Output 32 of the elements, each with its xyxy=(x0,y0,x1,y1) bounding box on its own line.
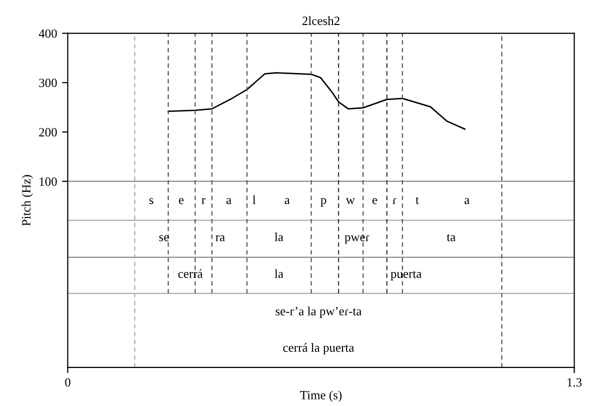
annotation: t xyxy=(416,197,419,204)
annotation: ra xyxy=(216,235,225,242)
chart-title: 2lcesh2 xyxy=(302,16,340,26)
annotation: se-r’a la pw’eɾ-ta xyxy=(276,306,362,318)
annotation: pweɾ xyxy=(344,235,370,244)
annotation: ta xyxy=(446,234,456,242)
annotation: w xyxy=(346,198,355,204)
annotation: a xyxy=(464,198,470,204)
annotation: la xyxy=(274,232,284,242)
annotation: puerta xyxy=(390,270,422,281)
annotation: cerrá la puerta xyxy=(283,343,354,354)
annotation: e xyxy=(372,198,378,204)
annotation: l xyxy=(252,195,256,204)
annotation: ɾ xyxy=(392,198,396,204)
annotation: se xyxy=(159,235,169,242)
annotation: la xyxy=(274,269,284,278)
y-axis-title: Pitch (Hz) xyxy=(22,175,34,226)
y-tick-label: 300 xyxy=(39,78,57,88)
y-tick-label: 200 xyxy=(39,128,57,136)
line-series xyxy=(168,72,466,130)
annotation: a xyxy=(284,198,290,204)
annotation: s xyxy=(149,198,154,204)
y-tick-label: 400 xyxy=(38,29,57,38)
annotation: e xyxy=(178,198,184,204)
annotation: cerrá xyxy=(178,269,203,278)
x-tick-label: 0 xyxy=(65,378,70,387)
annotation: a xyxy=(226,198,232,204)
annotation: p xyxy=(320,198,326,207)
annotation: r xyxy=(202,198,206,204)
y-tick-label: 100 xyxy=(40,177,57,186)
x-tick-label: 1.3 xyxy=(568,378,582,387)
x-axis-title: Time (s) xyxy=(300,390,342,402)
